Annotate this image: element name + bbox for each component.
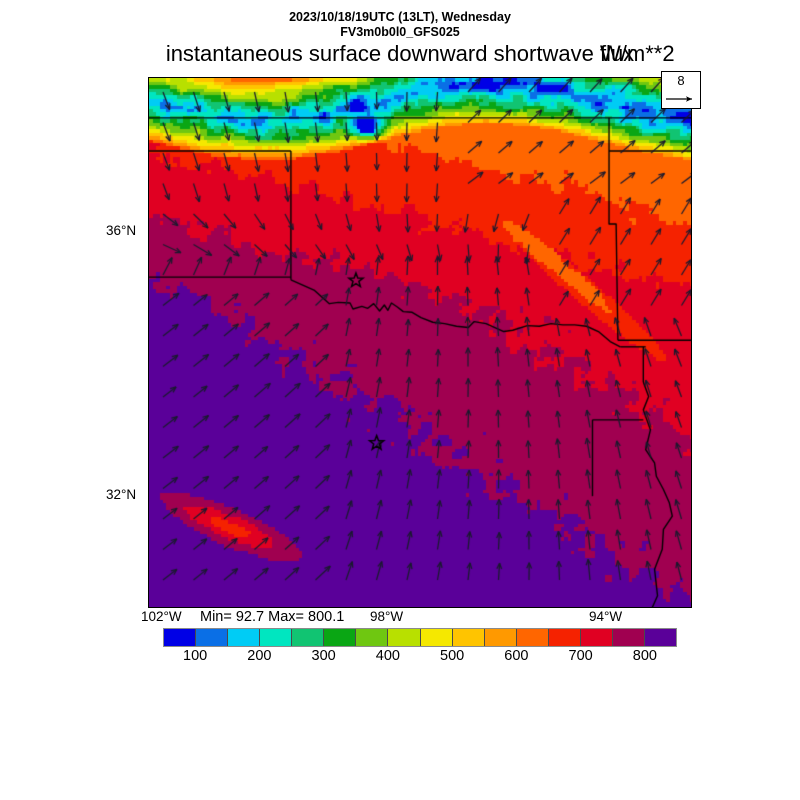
- colorbar-tick: 200: [247, 648, 272, 664]
- colorbar-swatch[interactable]: [324, 629, 357, 646]
- colorbar-swatch[interactable]: [452, 629, 485, 646]
- colorbar-tick-labels: 100 200 300 400 500 600 700 800: [163, 648, 677, 668]
- colorbar-swatch[interactable]: [420, 629, 453, 646]
- colorbar-swatch[interactable]: [196, 629, 229, 646]
- colorbar-swatch[interactable]: [164, 629, 197, 646]
- colorbar-swatch[interactable]: [580, 629, 613, 646]
- colorbar-tick: 300: [311, 648, 336, 664]
- minmax-annotation: Min= 92.7 Max= 800.1: [200, 609, 345, 625]
- colorbar-tick: 400: [375, 648, 400, 664]
- colorbar[interactable]: [163, 628, 677, 647]
- lon-tick-98w: 98°W: [370, 609, 404, 624]
- wind-vector-overlay: [149, 78, 691, 607]
- colorbar-swatch[interactable]: [228, 629, 261, 646]
- colorbar-tick: 700: [568, 648, 593, 664]
- colorbar-swatch[interactable]: [612, 629, 645, 646]
- colorbar-tick: 500: [440, 648, 465, 664]
- reference-vector-legend: 8: [661, 71, 701, 109]
- lon-tick-94w: 94°W: [589, 609, 623, 624]
- units-label: W/m**2: [600, 41, 675, 66]
- colorbar-tick: 800: [632, 648, 657, 664]
- colorbar-swatches[interactable]: [163, 628, 677, 647]
- page-title: instantaneous surface downward shortwave…: [165, 41, 635, 66]
- reference-vector-value: 8: [677, 73, 685, 88]
- lon-tick-102w: 102°W: [141, 609, 182, 624]
- lat-tick-32n: 32°N: [106, 487, 137, 502]
- colorbar-swatch[interactable]: [292, 629, 325, 646]
- colorbar-swatch[interactable]: [356, 629, 389, 646]
- colorbar-tick: 100: [183, 648, 208, 664]
- model-subtitle: FV3m0b0l0_GFS025: [340, 25, 460, 39]
- colorbar-swatch[interactable]: [644, 629, 676, 646]
- colorbar-swatch[interactable]: [548, 629, 581, 646]
- colorbar-swatch[interactable]: [260, 629, 293, 646]
- colorbar-swatch[interactable]: [516, 629, 549, 646]
- reference-vector-arrow-icon: [666, 96, 692, 102]
- colorbar-tick: 600: [504, 648, 529, 664]
- map-plot-area[interactable]: [148, 77, 692, 608]
- lat-tick-36n: 36°N: [106, 223, 137, 238]
- header-block: 2023/10/18/19UTC (13LT), Wednesday FV3m0…: [0, 10, 800, 40]
- colorbar-swatch[interactable]: [484, 629, 517, 646]
- colorbar-swatch[interactable]: [388, 629, 421, 646]
- datetime-subtitle: 2023/10/18/19UTC (13LT), Wednesday: [289, 10, 511, 24]
